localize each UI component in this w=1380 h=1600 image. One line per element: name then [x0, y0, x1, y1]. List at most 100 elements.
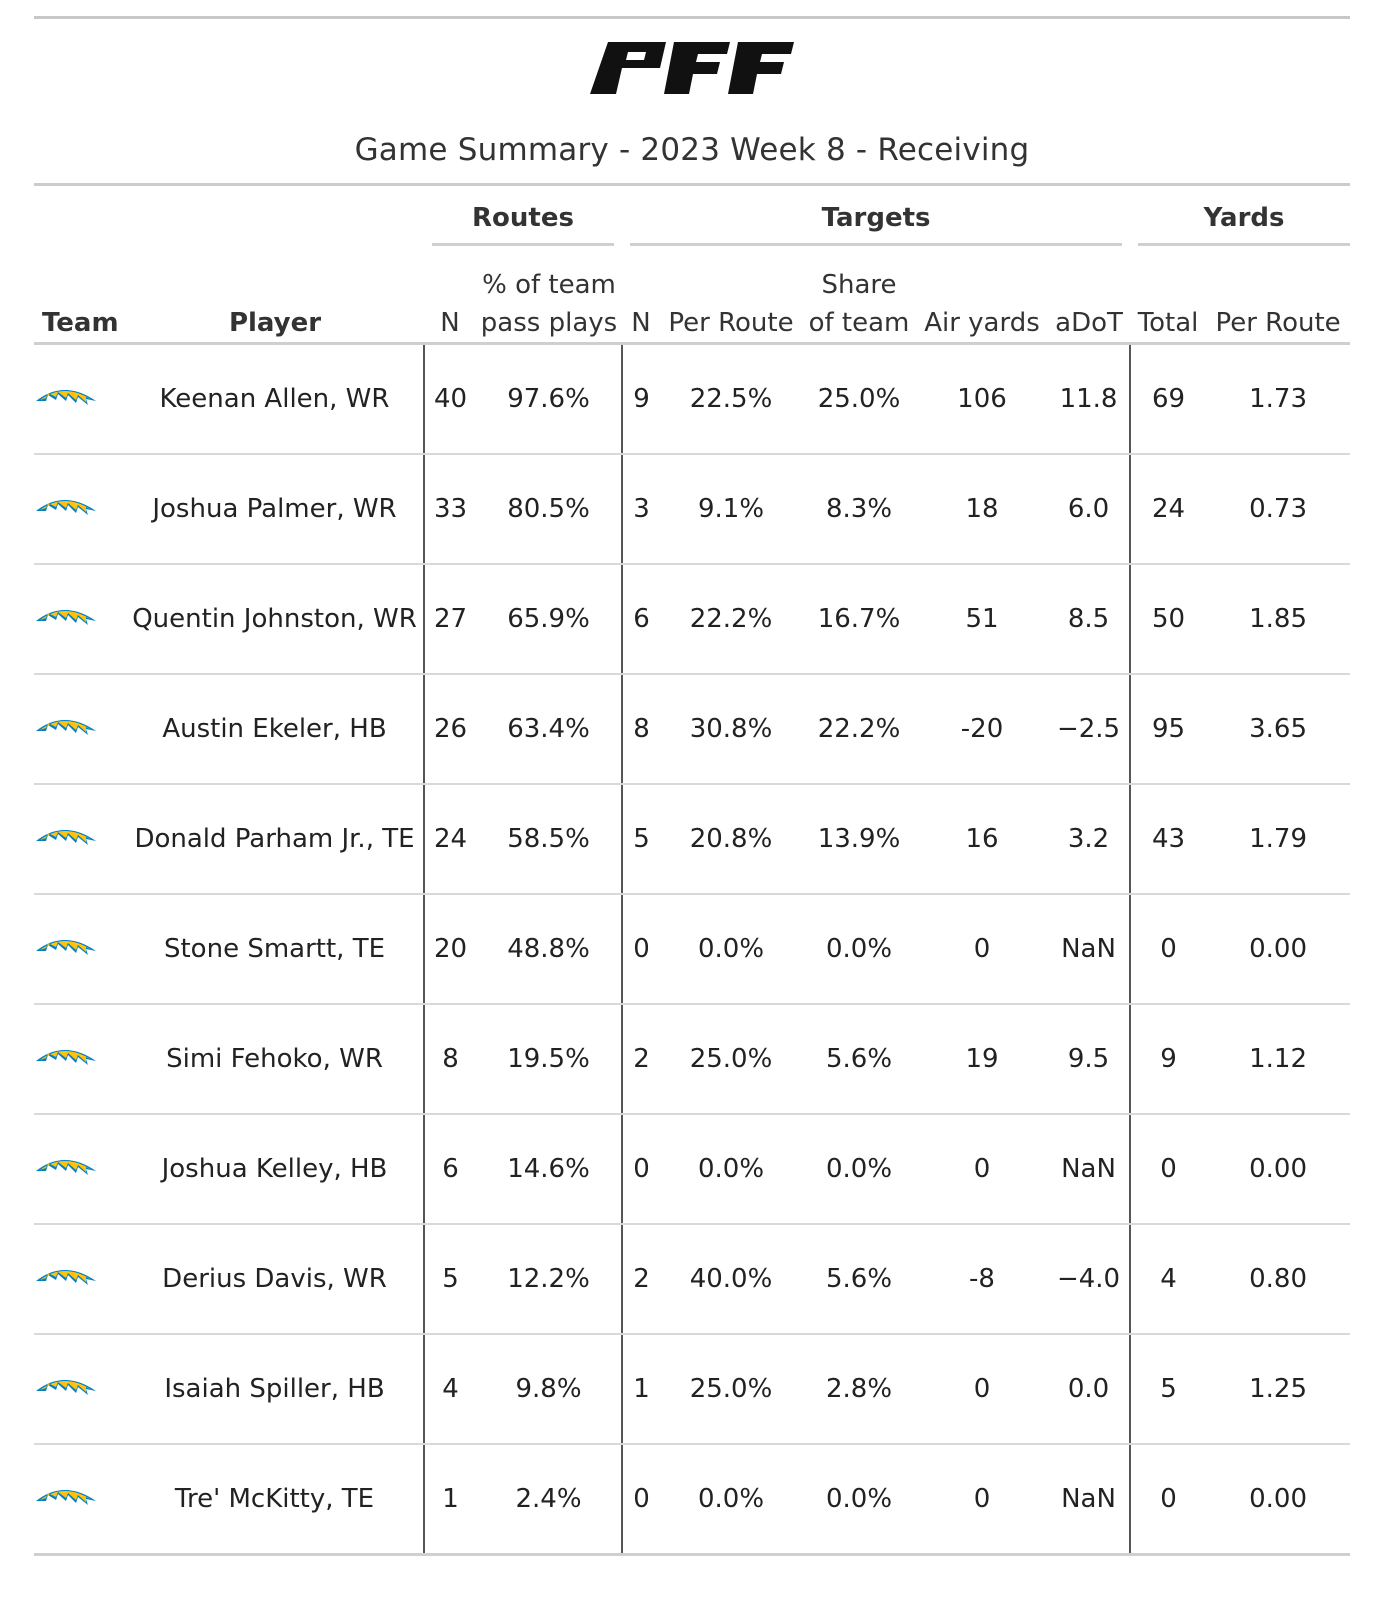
adot-cell: NaN — [1048, 1114, 1131, 1225]
targets-share-cell: 16.7% — [802, 564, 916, 675]
spanner-header-row: Routes Targets Yards — [34, 186, 1351, 246]
targets-per-route-cell: 9.1% — [660, 454, 802, 565]
air-yards-cell: 0 — [916, 894, 1048, 1005]
targets-per-route-cell: 22.2% — [660, 564, 802, 675]
targets-share-cell: 0.0% — [802, 1444, 916, 1556]
adot-cell: 9.5 — [1048, 1004, 1131, 1115]
adot-cell: 11.8 — [1048, 343, 1131, 455]
summary-frame: Game Summary - 2023 Week 8 - Receiving R… — [34, 0, 1351, 1600]
adot-cell: 0.0 — [1048, 1334, 1131, 1445]
team-cell — [34, 674, 126, 785]
targets-per-route-cell: 25.0% — [660, 1334, 802, 1445]
targets-per-route-cell: 0.0% — [660, 894, 802, 1005]
chargers-bolt-icon — [36, 1050, 96, 1065]
yards-total-cell: 0 — [1129, 1444, 1207, 1556]
col-header-adot: aDoT — [1048, 246, 1131, 345]
yards-total-cell: 69 — [1129, 343, 1207, 455]
team-cell — [34, 343, 126, 455]
col-header-team: Team — [34, 246, 126, 345]
col-header-routes-pct-line1: % of team — [482, 270, 616, 300]
targets-share-cell: 2.8% — [802, 1334, 916, 1445]
col-header-targets-share: Share of team — [802, 246, 916, 345]
page-title: Game Summary - 2023 Week 8 - Receiving — [354, 132, 1030, 168]
targets-per-route-cell: 20.8% — [660, 784, 802, 895]
player-cell: Simi Fehoko, WR — [126, 1004, 424, 1115]
targets-n-cell: 6 — [621, 564, 660, 675]
targets-n-cell: 2 — [621, 1004, 660, 1115]
table-body: Keenan Allen, WR 40 97.6% 9 22.5% 25.0% 106 11.… — [34, 343, 1351, 1556]
col-header-routes-n: N — [424, 246, 476, 345]
targets-share-cell: 5.6% — [802, 1004, 916, 1115]
chargers-bolt-icon — [36, 1270, 96, 1285]
routes-pct-cell: 9.8% — [476, 1334, 622, 1445]
adot-cell: 8.5 — [1048, 564, 1131, 675]
air-yards-cell: 106 — [916, 343, 1048, 455]
chargers-bolt-icon — [36, 1380, 96, 1395]
column-header-row: Team Player N % of team pass plays N Per… — [34, 246, 1351, 345]
routes-n-cell: 4 — [423, 1334, 476, 1445]
chargers-bolt-icon — [36, 390, 96, 405]
routes-pct-cell: 48.8% — [476, 894, 622, 1005]
routes-pct-cell: 58.5% — [476, 784, 622, 895]
targets-per-route-cell: 0.0% — [660, 1444, 802, 1556]
routes-n-cell: 1 — [423, 1444, 476, 1556]
col-header-targets-n: N — [622, 246, 660, 345]
targets-n-cell: 2 — [621, 1224, 660, 1335]
routes-n-cell: 40 — [423, 343, 476, 455]
targets-share-cell: 0.0% — [802, 1114, 916, 1225]
yards-total-cell: 5 — [1129, 1334, 1207, 1445]
table-row: Quentin Johnston, WR 27 65.9% 6 22.2% 16.7% 51… — [34, 564, 1351, 675]
team-cell — [34, 1114, 126, 1225]
routes-pct-cell: 14.6% — [476, 1114, 622, 1225]
targets-per-route-cell: 25.0% — [660, 1004, 802, 1115]
col-header-targets-share-line2: of team — [808, 308, 910, 338]
routes-pct-cell: 2.4% — [476, 1444, 622, 1556]
targets-share-cell: 5.6% — [802, 1224, 916, 1335]
targets-share-cell: 13.9% — [802, 784, 916, 895]
chargers-bolt-icon — [36, 610, 96, 625]
table-row: Simi Fehoko, WR 8 19.5% 2 25.0% 5.6% 19 9.5 9 1.1… — [34, 1004, 1351, 1115]
pff-logo — [590, 42, 794, 94]
targets-per-route-cell: 22.5% — [660, 343, 802, 455]
adot-cell: −2.5 — [1048, 674, 1131, 785]
player-cell: Joshua Kelley, HB — [126, 1114, 424, 1225]
yards-per-route-cell: 1.25 — [1206, 1334, 1351, 1445]
top-divider — [34, 16, 1350, 19]
adot-cell: 6.0 — [1048, 454, 1131, 565]
team-cell — [34, 1334, 126, 1445]
team-cell — [34, 894, 126, 1005]
yards-per-route-cell: 0.80 — [1206, 1224, 1351, 1335]
targets-per-route-cell: 40.0% — [660, 1224, 802, 1335]
title-divider — [34, 183, 1350, 186]
table-row: Donald Parham Jr., TE 24 58.5% 5 20.8% 13.9% 1… — [34, 784, 1351, 895]
routes-pct-cell: 80.5% — [476, 454, 622, 565]
targets-share-cell: 25.0% — [802, 343, 916, 455]
yards-total-cell: 50 — [1129, 564, 1207, 675]
yards-total-cell: 43 — [1129, 784, 1207, 895]
routes-pct-cell: 65.9% — [476, 564, 622, 675]
yards-total-cell: 0 — [1129, 894, 1207, 1005]
targets-n-cell: 3 — [621, 454, 660, 565]
yards-per-route-cell: 1.79 — [1206, 784, 1351, 895]
air-yards-cell: 0 — [916, 1114, 1048, 1225]
team-cell — [34, 564, 126, 675]
targets-share-cell: 22.2% — [802, 674, 916, 785]
spanner-routes: Routes — [432, 203, 614, 246]
air-yards-cell: 0 — [916, 1334, 1048, 1445]
player-cell: Donald Parham Jr., TE — [126, 784, 424, 895]
table-row: Joshua Palmer, WR 33 80.5% 3 9.1% 8.3% 18 6.0 24… — [34, 454, 1351, 565]
player-cell: Quentin Johnston, WR — [126, 564, 424, 675]
spanner-yards: Yards — [1138, 203, 1351, 246]
table-row: Tre' McKitty, TE 1 2.4% 0 0.0% 0.0% 0 NaN 0 0.00 — [34, 1444, 1351, 1556]
targets-n-cell: 8 — [621, 674, 660, 785]
table-row: Stone Smartt, TE 20 48.8% 0 0.0% 0.0% 0 NaN 0 0.0… — [34, 894, 1351, 1005]
targets-n-cell: 0 — [621, 1444, 660, 1556]
chargers-bolt-icon — [36, 830, 96, 845]
routes-pct-cell: 19.5% — [476, 1004, 622, 1115]
yards-per-route-cell: 3.65 — [1206, 674, 1351, 785]
yards-total-cell: 4 — [1129, 1224, 1207, 1335]
yards-per-route-cell: 1.12 — [1206, 1004, 1351, 1115]
player-cell: Keenan Allen, WR — [126, 343, 424, 455]
yards-per-route-cell: 0.73 — [1206, 454, 1351, 565]
yards-total-cell: 0 — [1129, 1114, 1207, 1225]
